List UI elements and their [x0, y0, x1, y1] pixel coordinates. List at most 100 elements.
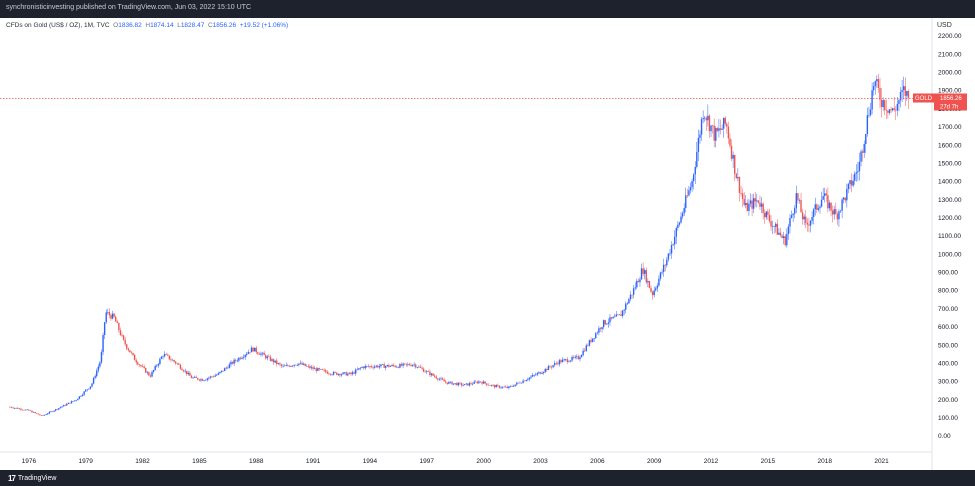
candle-body [197, 377, 199, 380]
candle-body [871, 90, 873, 110]
candle-body [617, 314, 619, 316]
price-chart[interactable]: 0.00 100.00 200.00 300.00 400.00 500.00 600.00… [0, 18, 975, 470]
candle-body [792, 213, 794, 216]
low-value: 1828.47 [180, 22, 205, 29]
candle-body [508, 386, 510, 389]
candle-body [193, 376, 196, 378]
candle-body [331, 374, 333, 376]
candle-body [500, 387, 502, 389]
candle-body [486, 383, 488, 385]
candle-body [519, 382, 521, 384]
candle-body [906, 91, 908, 96]
candle-body [628, 299, 630, 304]
candle-body [618, 314, 621, 316]
candle-body [746, 202, 749, 212]
price-tag-countdown: 27d 7h [940, 104, 958, 110]
candle-body [759, 202, 761, 207]
candle-body [88, 388, 90, 390]
candle-body [317, 368, 319, 371]
candle-body [358, 368, 360, 370]
candle-body [241, 357, 243, 359]
candle-body [497, 385, 499, 386]
y-tick-label: 1400.00 [938, 179, 962, 186]
candle-body [549, 366, 551, 367]
candle-body [212, 376, 215, 378]
candle-body [738, 177, 741, 194]
candle-body [223, 368, 226, 372]
candle-body [511, 386, 513, 387]
candle-body [361, 366, 363, 368]
candle-body [896, 103, 899, 111]
candle-body [743, 199, 745, 205]
candle-body [437, 378, 439, 380]
chart-panel[interactable]: CFDs on Gold (US$ / OZ), 1M, TVC O1836.8… [0, 18, 975, 470]
candle-body [145, 367, 147, 373]
candle-body [443, 379, 445, 382]
candle-body [467, 383, 469, 386]
y-tick-label: 2100.00 [938, 51, 962, 58]
candle-body [15, 407, 17, 409]
candle-body [200, 379, 202, 381]
candle-body [822, 196, 824, 200]
candle-body [830, 202, 832, 211]
x-axis[interactable]: 1976 1979 1982 1985 1988 1991 1994 1997 2000 2003… [22, 458, 890, 465]
candle-body [124, 339, 126, 345]
candle-body [80, 395, 82, 397]
candle-body [42, 415, 44, 416]
candle-body [45, 414, 47, 415]
candle-body [721, 128, 723, 130]
candle-body [410, 365, 412, 367]
candle-body [637, 280, 640, 283]
candle-body [610, 317, 613, 319]
candle-body [809, 220, 812, 226]
candle-body [242, 357, 245, 358]
candle-body [710, 125, 712, 132]
candle-body [478, 381, 480, 384]
candle-body [781, 235, 783, 239]
candle-body [557, 363, 559, 365]
candle-body [59, 407, 62, 409]
candle-body [640, 268, 643, 280]
tradingview-logo[interactable]: 17 TradingView [8, 474, 56, 483]
candle-body [102, 334, 104, 353]
candle-body [825, 193, 828, 196]
candle-body [258, 353, 261, 355]
candle-body [89, 386, 92, 389]
x-tick-label: 2015 [761, 458, 776, 465]
candle-body [831, 210, 834, 215]
candle-body [463, 384, 466, 386]
candle-body [861, 151, 864, 153]
candle-body [429, 371, 431, 376]
candle-body [607, 322, 610, 324]
candle-body [168, 355, 171, 360]
symbol-name[interactable]: CFDs on Gold (US$ / OZ), 1M, TVC [6, 22, 110, 29]
candle-body [253, 347, 256, 352]
candle-body [411, 364, 414, 367]
candle-body [599, 328, 602, 330]
candle-body [662, 264, 665, 272]
candle-body [700, 119, 703, 135]
candle-body [175, 361, 177, 364]
candle-body [293, 364, 295, 366]
candle-body [295, 364, 297, 366]
candle-body [198, 379, 201, 381]
candle-body [678, 222, 681, 225]
candle-body [506, 386, 509, 389]
candle-body [805, 216, 807, 223]
candle-body [179, 364, 182, 369]
candle-body [899, 91, 902, 101]
candle-body [116, 321, 118, 323]
candle-body [342, 372, 344, 375]
candle-body [692, 174, 695, 182]
close-label: C [207, 22, 213, 29]
candle-body [827, 195, 829, 209]
candle-body [36, 413, 38, 414]
candle-body [321, 369, 324, 370]
candle-body [353, 372, 355, 374]
high-value: 1874.14 [150, 22, 174, 29]
candle-body [18, 408, 21, 410]
candle-body [20, 408, 22, 410]
candle-body [675, 227, 677, 237]
footer-bar: 17 TradingView [0, 470, 975, 486]
candle-body [523, 380, 526, 382]
